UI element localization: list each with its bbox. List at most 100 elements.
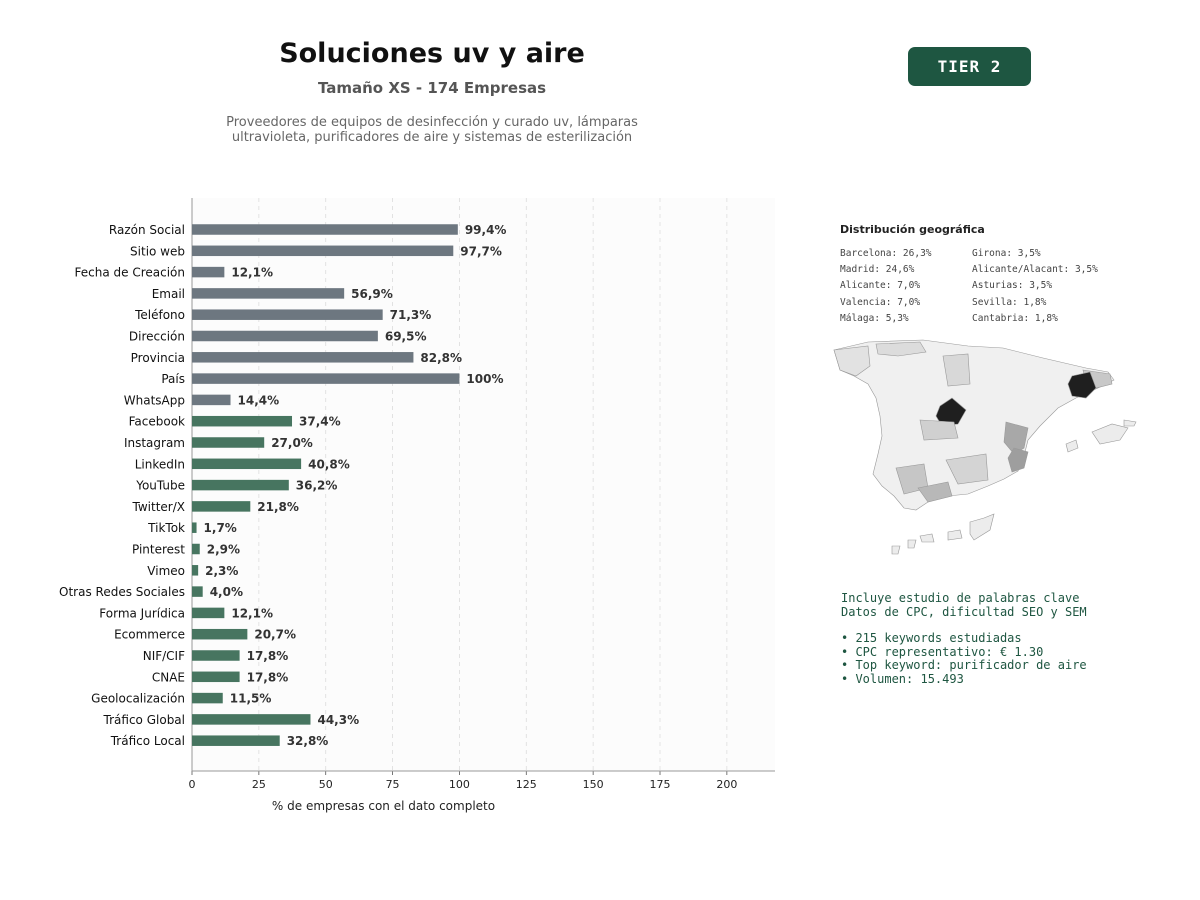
description-line: Proveedores de equipos de desinfección y…: [226, 115, 638, 130]
x-tick-label: 125: [516, 778, 537, 791]
geo-item: Málaga: 5,3%: [840, 312, 909, 324]
bar: [192, 288, 345, 299]
geo-item: Cantabria: 1,8%: [972, 312, 1058, 324]
keywords-bullet: • Volumen: 15.493: [841, 671, 964, 686]
category-label: Tráfico Local: [110, 734, 185, 748]
map-island-menorca: [1123, 419, 1137, 427]
map-region-andalucia-east: [945, 453, 989, 485]
bar: [192, 394, 231, 406]
description: Proveedores de equipos de desinfección y…: [200, 115, 664, 145]
value-label: 99,4%: [465, 223, 507, 237]
value-label: 36,2%: [296, 479, 338, 493]
category-label: NIF/CIF: [143, 649, 185, 663]
category-label: Twitter/X: [132, 500, 185, 514]
geo-list-right: Girona: 3,5% Alicante/Alacant: 3,5% Astu…: [972, 246, 1098, 327]
category-label: Facebook: [129, 415, 185, 429]
keywords-bullet: • 215 keywords estudiadas: [841, 631, 1022, 645]
value-label: 69,5%: [385, 330, 427, 344]
bar: [192, 373, 460, 384]
bar: [192, 692, 223, 704]
category-label: Instagram: [124, 436, 185, 450]
map-region-toledo: [919, 419, 959, 441]
value-label: 17,8%: [247, 670, 289, 684]
spain-map: [833, 339, 1137, 555]
map-region-alicante: [1007, 447, 1029, 473]
bar: [192, 352, 414, 363]
value-label: 97,7%: [460, 244, 502, 258]
value-label: 37,4%: [299, 415, 341, 429]
geo-item: Barcelona: 26,3%: [840, 248, 932, 259]
category-label: País: [161, 372, 185, 386]
x-tick-label: 200: [716, 778, 737, 791]
keywords-bullet: • Top keyword: purificador de aire: [841, 658, 1087, 672]
page-subtitle: Tamaño XS - 174 Empresas: [317, 79, 547, 97]
category-label: TikTok: [147, 521, 185, 535]
x-axis-label: % de empresas con el dato completo: [272, 799, 495, 813]
x-tick-label: 0: [189, 778, 196, 791]
geo-item: Girona: 3,5%: [972, 248, 1041, 259]
value-label: 1,7%: [204, 521, 237, 535]
bar: [192, 245, 454, 257]
bar: [192, 309, 383, 320]
bar: [192, 607, 225, 619]
category-label: Teléfono: [134, 308, 185, 322]
geo-item: Alicante: 7,0%: [840, 280, 921, 292]
bar: [192, 735, 280, 746]
value-label: 17,8%: [247, 649, 289, 663]
x-tick-label: 100: [449, 778, 470, 791]
bar: [192, 628, 248, 640]
value-label: 56,9%: [351, 287, 393, 301]
keywords-panel: Incluye estudio de palabras clave Datos …: [841, 591, 1087, 686]
map-region-leon: [942, 353, 971, 387]
geo-item: Alicante/Alacant: 3,5%: [972, 264, 1098, 276]
value-label: 40,8%: [308, 457, 350, 471]
bar: [192, 522, 197, 533]
value-label: 100%: [466, 372, 503, 386]
bar-chart: 0 25 50 75 100 125 150 175 200 Razón Social 99,4% S…: [59, 198, 775, 813]
category-label: CNAE: [152, 670, 185, 684]
value-label: 20,7%: [254, 628, 296, 642]
category-label: WhatsApp: [124, 393, 185, 407]
map-region-malaga: [917, 481, 953, 503]
tier-badge: TIER 2: [908, 47, 1031, 86]
value-label: 2,9%: [207, 543, 240, 557]
x-tick-label: 25: [252, 778, 266, 791]
category-label: Pinterest: [132, 543, 185, 557]
x-tick-label: 50: [319, 778, 333, 791]
page-title: Soluciones uv y aire: [279, 38, 585, 69]
category-label: Provincia: [131, 351, 185, 365]
map-island-ibiza: [1065, 439, 1079, 453]
geo-item: Asturias: 3,5%: [972, 280, 1053, 292]
value-label: 71,3%: [390, 308, 432, 322]
bar: [192, 714, 311, 725]
category-label: Forma Jurídica: [99, 606, 185, 620]
bar: [192, 479, 289, 491]
category-label: Sitio web: [130, 244, 185, 258]
value-label: 4,0%: [210, 585, 243, 599]
geo-item: Sevilla: 1,8%: [972, 296, 1047, 308]
bar: [192, 565, 199, 576]
bar: [192, 437, 265, 448]
map-mainland: [833, 339, 1115, 511]
map-region-madrid: [935, 397, 967, 427]
category-label: Vimeo: [147, 564, 185, 578]
geo-item: Valencia: 7,0%: [840, 296, 921, 308]
value-label: 11,5%: [230, 692, 272, 706]
geo-title: Distribución geográfica: [840, 223, 985, 236]
category-label: Otras Redes Sociales: [59, 585, 185, 599]
map-region-north: [875, 341, 927, 357]
x-tick-label: 175: [650, 778, 671, 791]
category-label: Ecommerce: [114, 628, 185, 642]
description-line: ultravioleta, purificadores de aire y si…: [231, 130, 633, 145]
bar: [192, 543, 200, 555]
x-tick-label: 75: [386, 778, 400, 791]
map-region-barcelona: [1067, 371, 1097, 399]
keywords-line: Datos de CPC, dificultad SEO y SEM: [841, 604, 1087, 619]
value-label: 82,8%: [420, 351, 462, 365]
value-label: 12,1%: [231, 606, 273, 620]
category-label: Dirección: [129, 330, 185, 344]
category-label: Geolocalización: [91, 692, 185, 706]
value-label: 27,0%: [271, 436, 313, 450]
value-label: 44,3%: [317, 713, 359, 727]
keywords-bullet: • CPC representativo: € 1.30: [841, 644, 1044, 659]
